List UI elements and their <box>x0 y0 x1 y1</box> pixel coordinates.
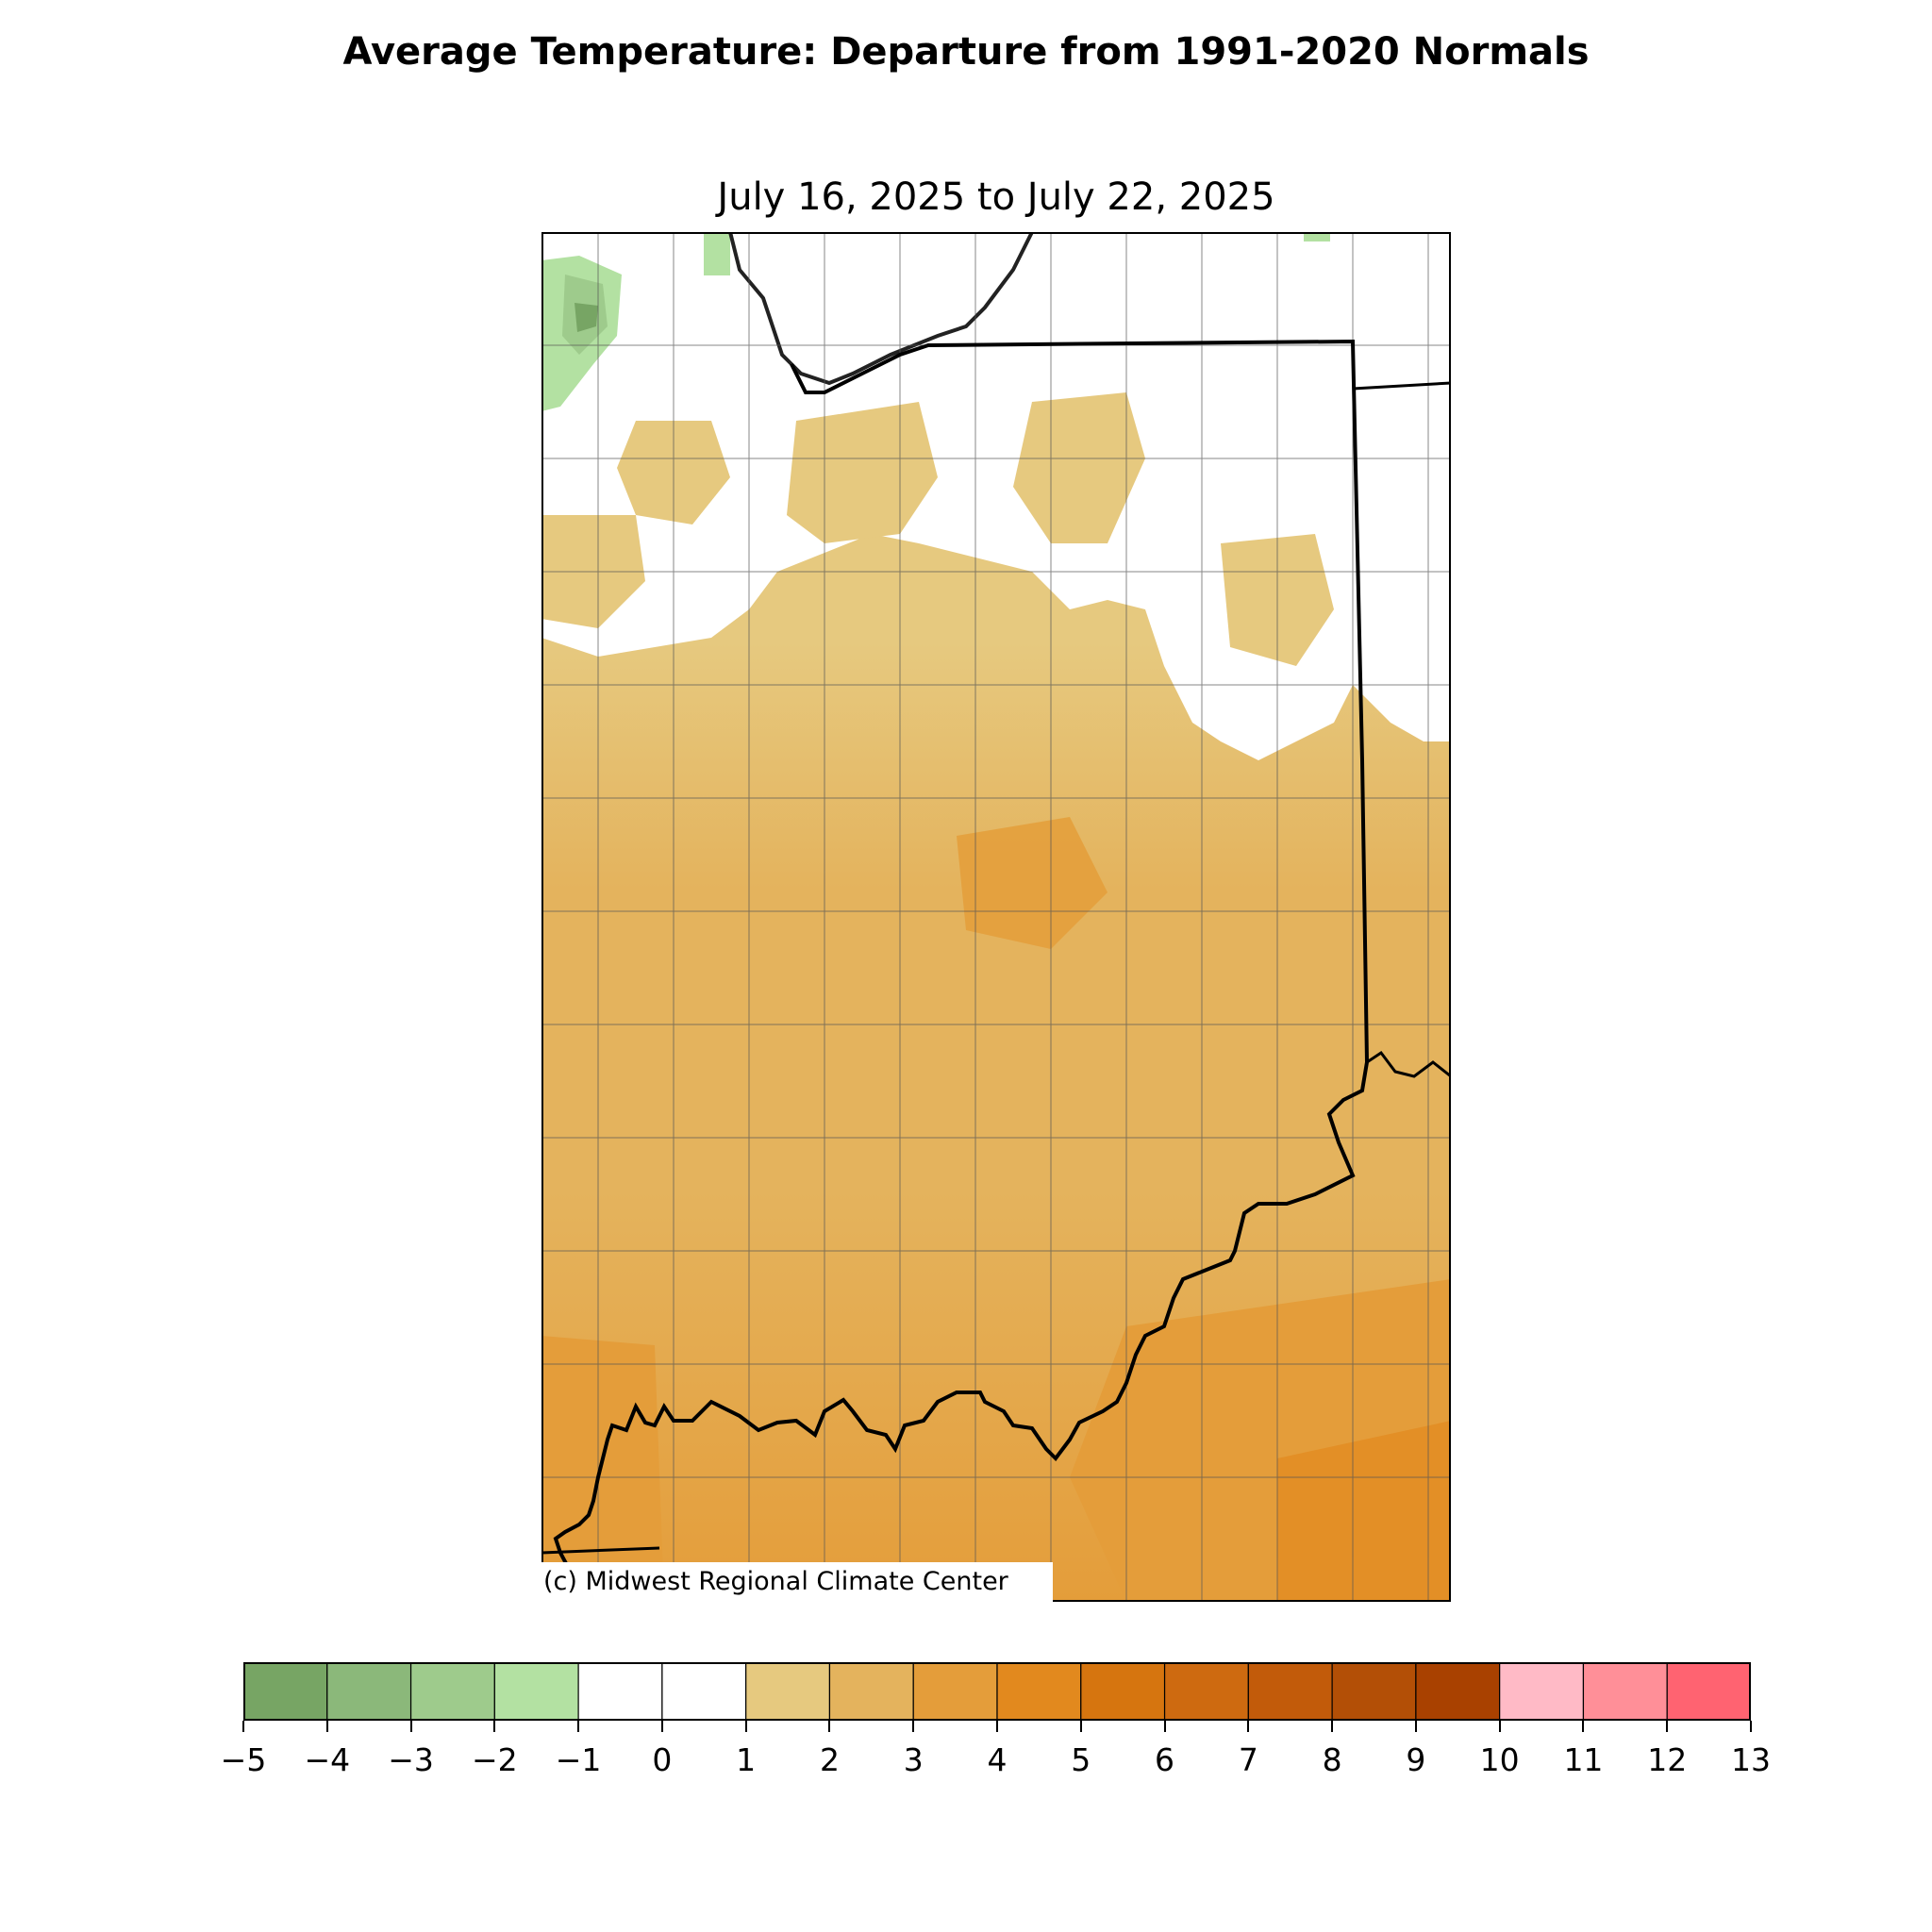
legend-tick-mark <box>744 1721 747 1732</box>
legend-tick-label: 3 <box>903 1741 924 1778</box>
legend-tick-label: 0 <box>652 1741 673 1778</box>
legend-bin-11-to-12 <box>1582 1662 1668 1721</box>
cool-anomaly-dark <box>575 303 598 332</box>
legend-bin-9-to-10 <box>1415 1662 1501 1721</box>
indiana-state-border <box>553 339 1370 1602</box>
legend-tick-mark <box>1582 1721 1585 1732</box>
legend-tick-mark <box>1666 1721 1669 1732</box>
warm-anomaly-central <box>957 817 1108 949</box>
legend-tick-label: 12 <box>1647 1741 1688 1778</box>
legend-tick-label: 1 <box>736 1741 757 1778</box>
ohio-kentucky-border <box>1366 1050 1451 1078</box>
color-legend-bar <box>243 1662 1751 1721</box>
legend-bin-1-to-2 <box>745 1662 831 1721</box>
credit-label: (c) Midwest Regional Climate Center <box>541 1562 1053 1602</box>
legend-tick-mark <box>325 1721 328 1732</box>
legend-tick-label: 6 <box>1155 1741 1175 1778</box>
legend-bin-6-to-7 <box>1163 1662 1249 1721</box>
legend-tick-mark <box>996 1721 998 1732</box>
legend-tick-mark <box>1247 1721 1250 1732</box>
legend-bin--1-to-0 <box>577 1662 663 1721</box>
legend-bin--2-to--1 <box>493 1662 579 1721</box>
map-title: Average Temperature: Departure from 1991… <box>342 30 1590 74</box>
legend-tick-mark <box>1498 1721 1501 1732</box>
legend-bin-5-to-6 <box>1080 1662 1166 1721</box>
legend-tick-mark <box>577 1721 580 1732</box>
legend-tick-label: −3 <box>388 1741 434 1778</box>
legend-tick-label: 2 <box>819 1741 840 1778</box>
legend-tick-mark <box>660 1721 663 1732</box>
legend-tick-label: 10 <box>1479 1741 1520 1778</box>
legend-tick-mark <box>828 1721 831 1732</box>
legend-tick-label: −1 <box>555 1741 602 1778</box>
legend-tick-mark <box>912 1721 915 1732</box>
legend-tick-label: −5 <box>220 1741 267 1778</box>
legend-tick-label: −4 <box>304 1741 351 1778</box>
cool-spot-ne <box>1304 232 1330 242</box>
legend-bin-0-to-1 <box>661 1662 747 1721</box>
legend-tick-mark <box>1750 1721 1752 1732</box>
legend-tick-mark <box>1079 1721 1082 1732</box>
near-normal-region <box>541 232 1451 760</box>
legend-tick-mark <box>493 1721 496 1732</box>
legend-tick-mark <box>1414 1721 1417 1732</box>
date-range-subtitle: July 16, 2025 to July 22, 2025 <box>717 175 1275 219</box>
legend-border <box>243 1662 1751 1721</box>
legend-tick-label: 13 <box>1731 1741 1771 1778</box>
legend-tick-label: 8 <box>1322 1741 1342 1778</box>
tan-patch-ne <box>1013 392 1145 543</box>
legend-tick-label: 9 <box>1406 1741 1426 1778</box>
legend-bin--3-to--2 <box>409 1662 495 1721</box>
legend-bin-3-to-4 <box>912 1662 998 1721</box>
ohio-michigan-border <box>1352 381 1451 391</box>
illinois-border <box>541 1546 660 1555</box>
legend-bin-2-to-3 <box>828 1662 914 1721</box>
legend-tick-label: 11 <box>1563 1741 1604 1778</box>
legend-tick-mark <box>242 1721 244 1732</box>
warm-anomaly-far-se <box>1277 1421 1451 1602</box>
legend-tick-mark <box>409 1721 412 1732</box>
legend-tick-mark <box>1331 1721 1334 1732</box>
legend-tick-label: 5 <box>1071 1741 1091 1778</box>
legend-tick-label: −2 <box>472 1741 518 1778</box>
legend-bin-7-to-8 <box>1247 1662 1333 1721</box>
temperature-departure-map <box>541 232 1451 1602</box>
legend-bin--5-to--4 <box>243 1662 328 1721</box>
legend-bin-4-to-5 <box>996 1662 1082 1721</box>
legend-tick-label: 4 <box>987 1741 1008 1778</box>
legend-bin--4-to--3 <box>326 1662 412 1721</box>
cool-spot-north <box>704 232 730 275</box>
legend-bin-10-to-11 <box>1499 1662 1585 1721</box>
legend-bin-12-to-13 <box>1666 1662 1751 1721</box>
legend-bin-8-to-9 <box>1331 1662 1417 1721</box>
legend-tick-label: 7 <box>1238 1741 1258 1778</box>
warm-anomaly-southwest <box>541 1336 664 1602</box>
legend-tick-mark <box>1163 1721 1166 1732</box>
